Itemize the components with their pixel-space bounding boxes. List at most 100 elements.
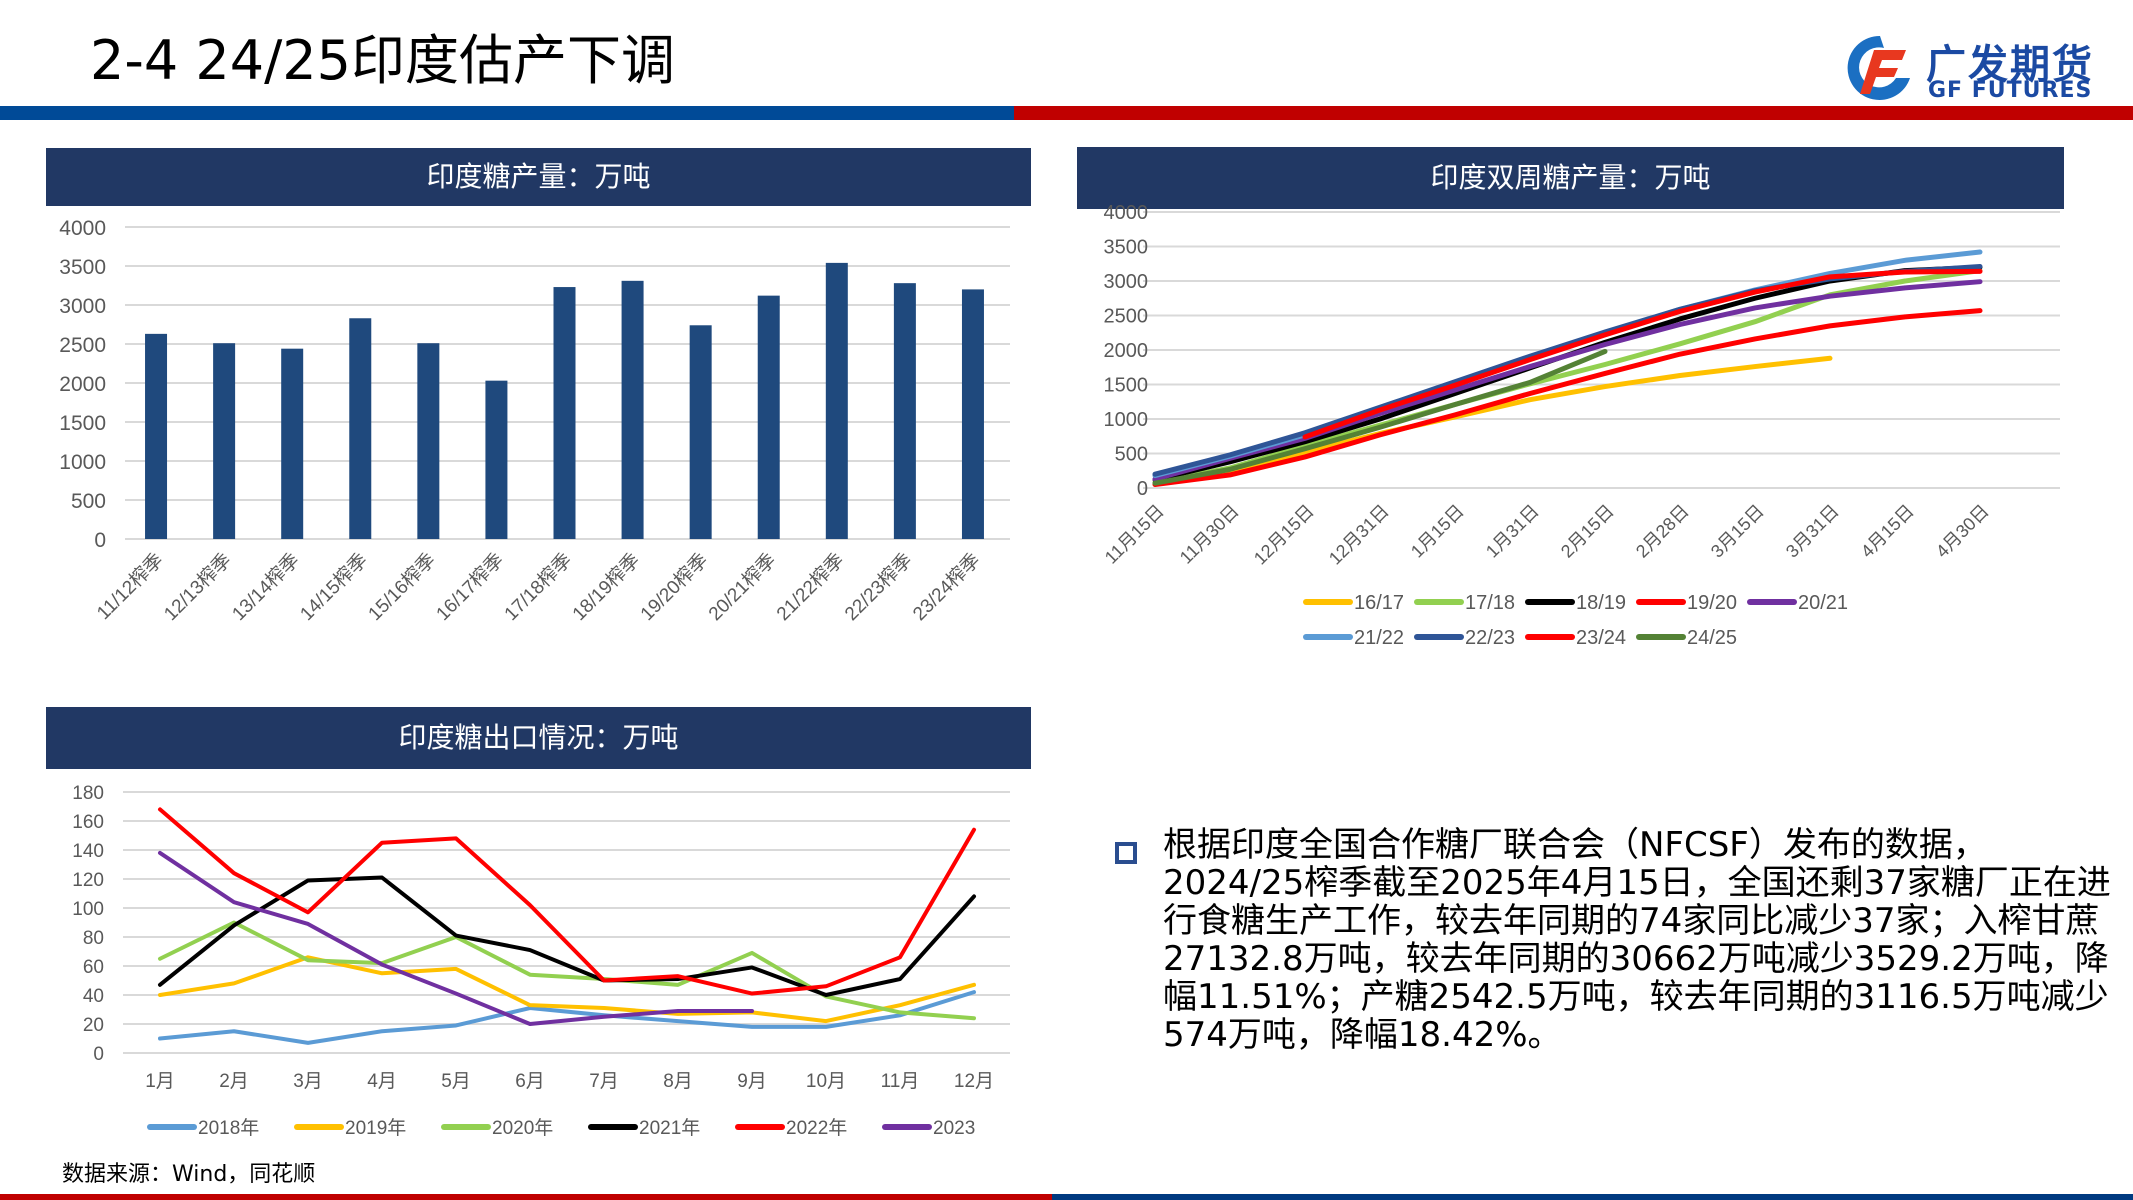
x-tick-label: 11月 (881, 1071, 920, 1092)
x-tick-label: 11月15日 (1101, 501, 1168, 568)
x-tick-label: 2月 (219, 1071, 249, 1092)
bar (417, 343, 440, 539)
x-tick-label: 17/18榨季 (500, 549, 576, 625)
y-tick-label: 3500 (59, 256, 106, 279)
logo-en-text: GF FUTURES (1928, 78, 2093, 103)
y-tick-label: 80 (83, 928, 104, 949)
x-tick-label: 4月 (367, 1071, 397, 1092)
production-bar-chart: 0500100015002000250030003500400011/12榨季1… (59, 217, 1010, 625)
header-rule-red (1014, 106, 2133, 120)
series-line (1152, 308, 1983, 488)
summary-text: 根据印度全国合作糖厂联合会（NFCSF）发布的数据，2024/25榨季截至202… (1163, 825, 2111, 1055)
y-tick-label: 160 (72, 812, 104, 833)
series-line (1302, 268, 1983, 440)
x-tick-label: 4月15日 (1857, 501, 1918, 562)
square-bullet-icon (1115, 842, 1137, 864)
bar (825, 262, 848, 539)
series-line (158, 850, 754, 1026)
y-tick-label: 3500 (1104, 237, 1149, 259)
x-tick-label: 16/17榨季 (432, 549, 508, 625)
x-tick-label: 11/12榨季 (93, 549, 168, 624)
x-tick-label: 7月 (589, 1071, 619, 1092)
y-tick-label: 180 (72, 783, 104, 804)
legend-label: 16/17 (1354, 592, 1404, 614)
logo-cn-text: 广发期货 (1926, 42, 2094, 88)
y-tick-label: 4000 (59, 217, 106, 240)
legend-label: 2019年 (345, 1117, 406, 1139)
y-tick-label: 1000 (59, 451, 106, 474)
exports-chart-title: 印度糖出口情况：万吨 (46, 707, 1031, 769)
x-tick-label: 12月15日 (1250, 501, 1318, 569)
x-tick-label: 12/13榨季 (160, 549, 236, 625)
y-tick-label: 2000 (59, 373, 106, 396)
bar (689, 325, 712, 539)
bar (961, 289, 984, 539)
legend-label: 21/22 (1354, 627, 1404, 649)
company-logo: 广发期货 GF FUTURES (1840, 28, 2110, 108)
x-tick-label: 4月30日 (1932, 501, 1993, 562)
x-tick-label: 22/23榨季 (840, 549, 916, 625)
y-tick-label: 500 (1115, 444, 1148, 466)
series-line (1152, 264, 1983, 477)
bar (757, 295, 780, 539)
y-tick-label: 500 (71, 490, 106, 513)
y-tick-label: 20 (83, 1015, 104, 1036)
legend-label: 2021年 (639, 1117, 700, 1139)
series-line (158, 875, 976, 997)
y-tick-label: 100 (72, 899, 104, 920)
y-tick-label: 0 (94, 529, 106, 552)
y-tick-label: 4000 (1104, 202, 1149, 224)
biweekly-chart-title: 印度双周糖产量：万吨 (1077, 147, 2064, 209)
x-tick-label: 12月 (954, 1071, 994, 1092)
legend-label: 2020年 (492, 1117, 553, 1139)
data-source-note: 数据来源：Wind，同花顺 (62, 1162, 316, 1187)
series-line (158, 990, 976, 1045)
y-tick-label: 2500 (59, 334, 106, 357)
x-tick-label: 3月31日 (1782, 501, 1843, 562)
x-tick-label: 5月 (441, 1071, 471, 1092)
bar (213, 343, 236, 539)
y-tick-label: 1500 (1104, 375, 1149, 397)
bar (553, 287, 576, 539)
legend-label: 2023 (933, 1118, 975, 1139)
legend-label: 19/20 (1687, 592, 1737, 614)
legend-label: 2018年 (198, 1117, 259, 1139)
header-rule-blue (0, 106, 1014, 120)
biweekly-line-chart: 0 500 1000 1500 2000 2500 3000 3500 4000 11月15日 11… (1101, 202, 2060, 649)
x-tick-label: 1月31日 (1482, 501, 1543, 562)
x-tick-label: 9月 (737, 1071, 767, 1092)
x-tick-label: 11月30日 (1176, 501, 1243, 568)
legend-label: 20/21 (1798, 592, 1848, 614)
x-tick-label: 6月 (515, 1071, 545, 1092)
x-tick-label: 3月 (293, 1071, 323, 1092)
y-tick-label: 60 (83, 957, 104, 978)
x-tick-label: 3月15日 (1707, 501, 1768, 562)
series-line (158, 920, 976, 1021)
legend-label: 24/25 (1687, 627, 1737, 649)
bar (893, 283, 916, 539)
series-line (158, 807, 976, 996)
legend-label: 18/19 (1576, 592, 1626, 614)
x-tick-label: 2月15日 (1557, 501, 1618, 562)
legend-label: 17/18 (1465, 592, 1515, 614)
x-tick-label: 10月 (806, 1071, 846, 1092)
bar (349, 318, 372, 539)
y-tick-label: 140 (72, 841, 104, 862)
legend-label: 23/24 (1576, 627, 1626, 649)
x-tick-label: 19/20榨季 (636, 549, 712, 625)
y-tick-label: 1000 (1104, 409, 1149, 431)
production-chart-title: 印度糖产量：万吨 (46, 148, 1031, 206)
bar (485, 380, 508, 539)
x-tick-label: 12月31日 (1325, 501, 1393, 569)
y-tick-label: 3000 (1104, 271, 1149, 293)
y-tick-label: 3000 (59, 295, 106, 318)
bar (621, 280, 644, 539)
gf-logo-icon (1847, 35, 1910, 100)
x-tick-label: 8月 (663, 1071, 693, 1092)
legend-label: 22/23 (1465, 627, 1515, 649)
y-tick-label: 1500 (59, 412, 106, 435)
footer-rule-blue (1052, 1194, 2133, 1200)
y-tick-label: 40 (83, 986, 104, 1007)
x-tick-label: 23/24榨季 (908, 549, 984, 625)
x-tick-label: 15/16榨季 (364, 549, 440, 625)
